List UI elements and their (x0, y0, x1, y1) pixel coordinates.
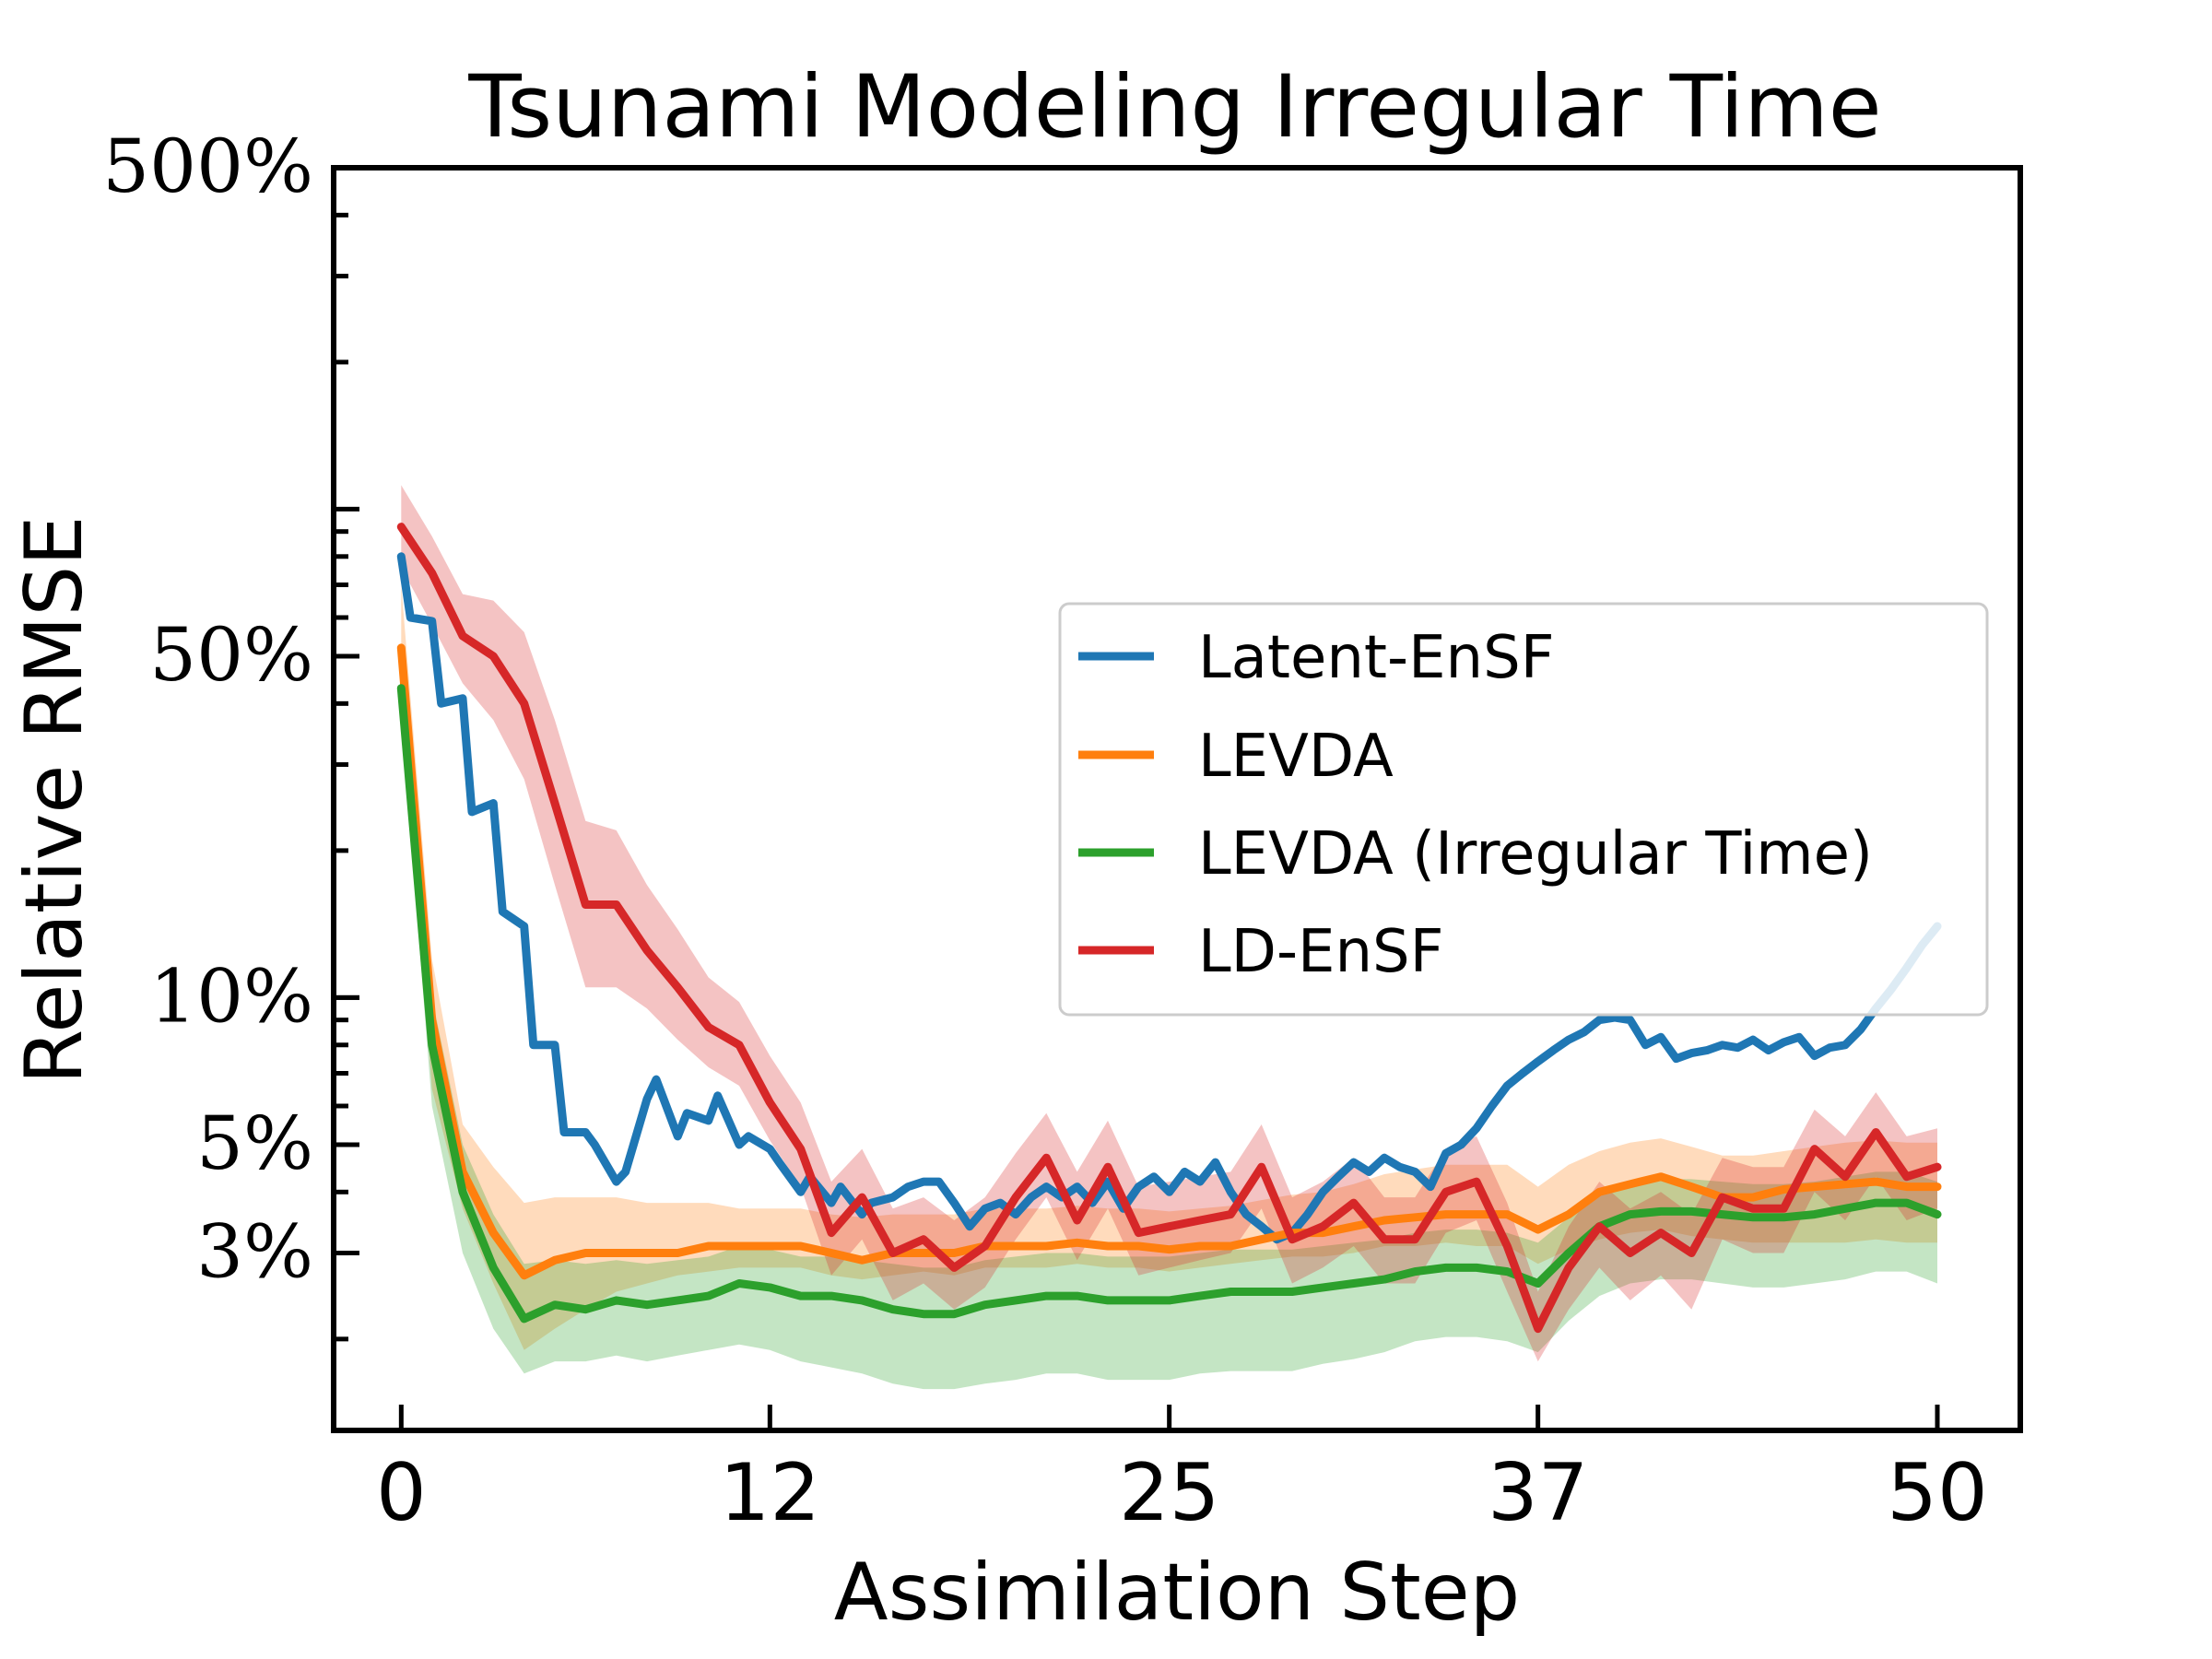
y-tick-label: 5% (196, 1100, 313, 1186)
confidence-bands (401, 485, 1937, 1390)
levda-line (396, 643, 1942, 1280)
series-lines (396, 523, 1942, 1334)
latent-ensf-line (396, 552, 1942, 1244)
y-axis-label: Relative RMSE (8, 515, 100, 1084)
legend-label-levda-irregular-time: LEVDA (Irregular Time) (1198, 820, 1873, 888)
y-tick-label: 3% (196, 1209, 313, 1295)
legend-frame (1058, 602, 1989, 1017)
x-tick-label: 37 (1488, 1447, 1588, 1539)
x-axis-ticks: 0 12 25 37 50 (376, 1405, 1988, 1539)
levda-band (401, 584, 1937, 1350)
y-tick-label: 10% (149, 953, 313, 1039)
x-tick-label: 25 (1119, 1447, 1219, 1539)
legend-label-ld-ensf: LD-EnSF (1198, 918, 1443, 986)
x-axis-label: Assimilation Step (834, 1547, 1520, 1639)
x-tick-label: 12 (720, 1447, 820, 1539)
y-axis-ticks: 500% 50% 10% 5% 3% (102, 124, 359, 1342)
legend-label-latent-ensf: Latent-EnSF (1198, 624, 1555, 692)
y-tick-label: 500% (102, 124, 313, 209)
ld-ensf-line (396, 523, 1942, 1334)
legend: Latent-EnSF LEVDA LEVDA (Irregular Time) LD… (1058, 602, 1989, 1017)
levda-irregular-time-band (401, 647, 1937, 1390)
legend-label-levda: LEVDA (1198, 723, 1394, 791)
chart-title: Tsunami Modeling Irregular Time (467, 57, 1881, 158)
y-tick-label: 50% (149, 612, 313, 698)
x-tick-label: 50 (1887, 1447, 1987, 1539)
x-tick-label: 0 (376, 1447, 427, 1539)
ld-ensf-band (401, 485, 1937, 1362)
levda-irregular-time-line (396, 684, 1942, 1324)
plot-frame (331, 165, 2023, 1433)
